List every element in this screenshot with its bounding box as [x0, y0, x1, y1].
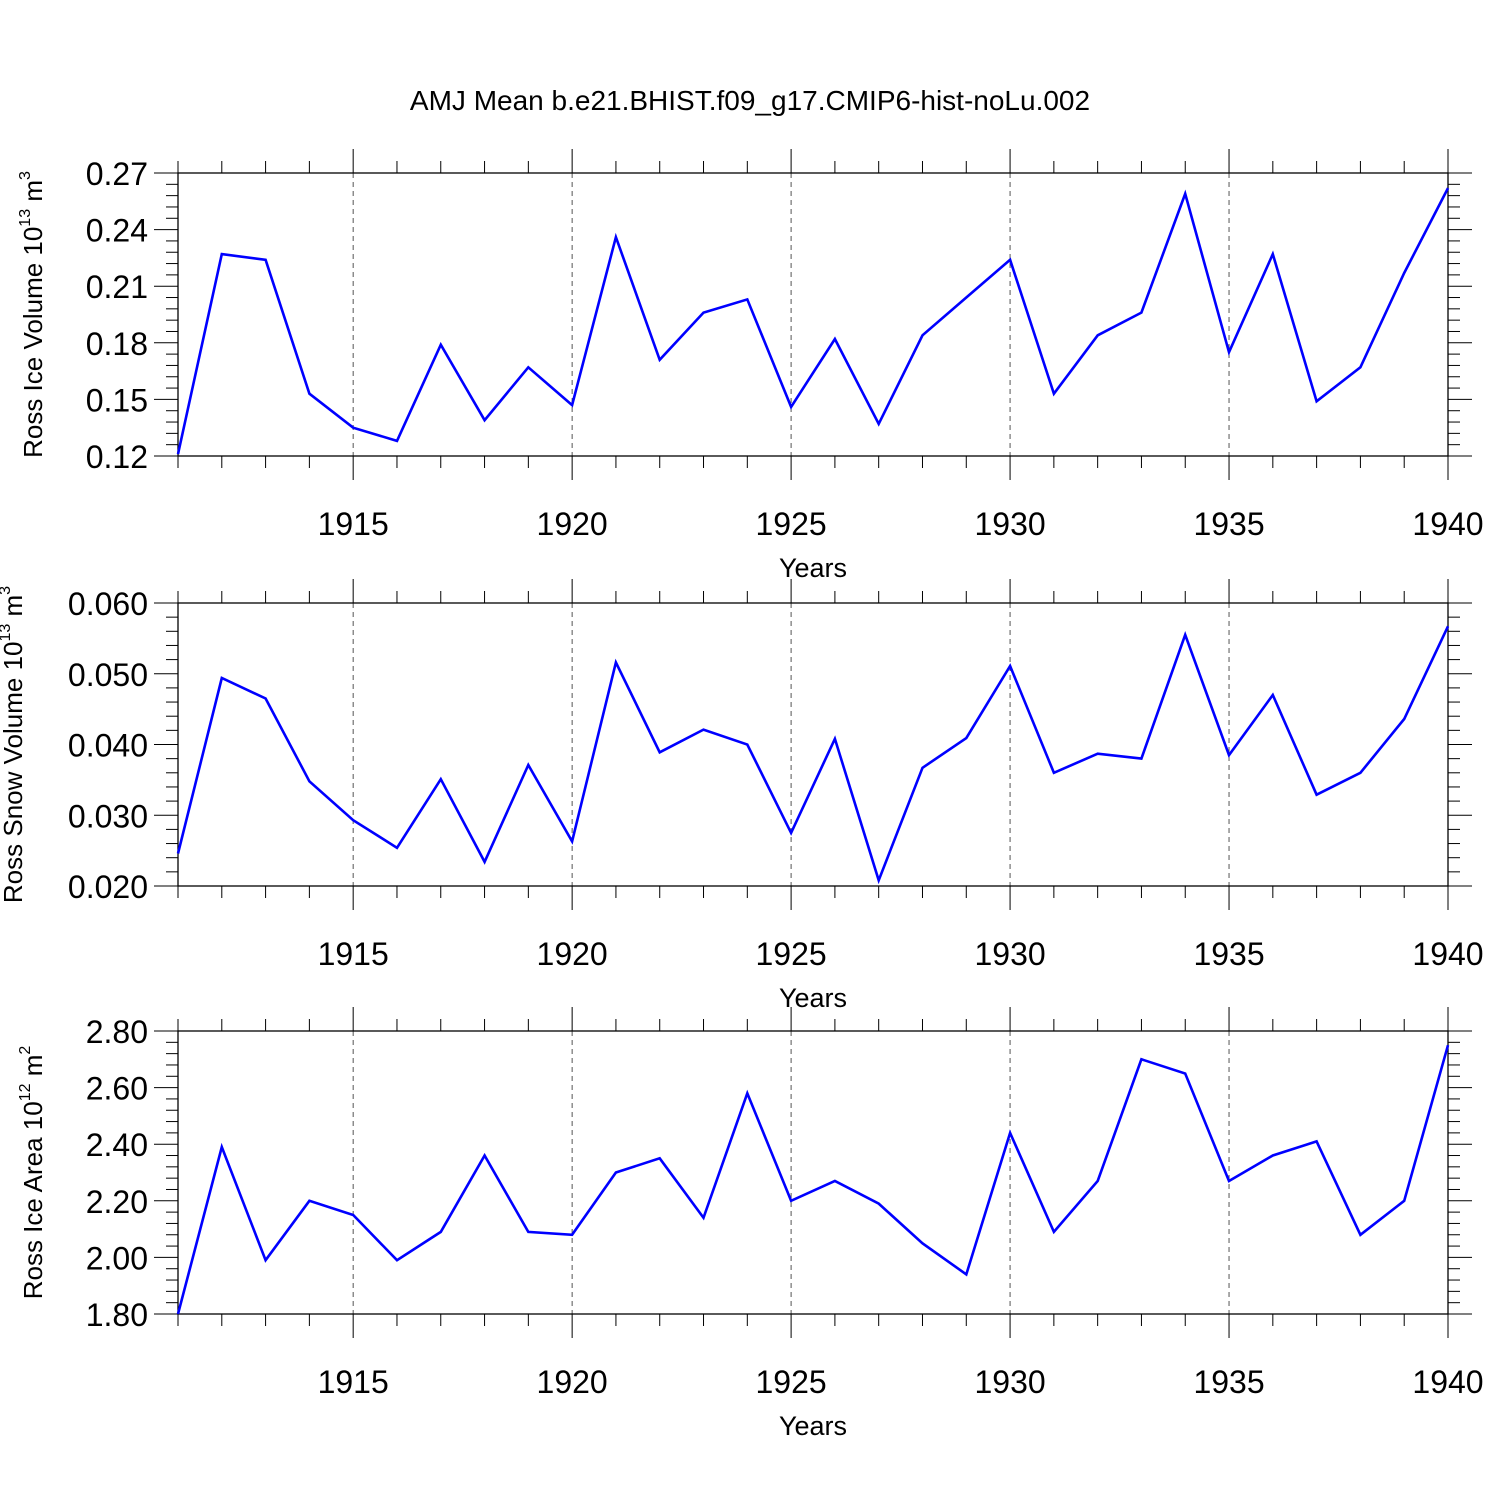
x-tick-label: 1925 — [756, 1364, 827, 1400]
y-tick-label: 2.40 — [86, 1127, 148, 1163]
x-tick-label: 1930 — [974, 1364, 1045, 1400]
y-tick-label: 2.80 — [86, 1014, 148, 1050]
y-tick-label: 0.060 — [68, 586, 148, 622]
x-axis-label: Years — [779, 983, 847, 1013]
chart-panel-2: 0.020 0.030 0.040 0.050 0.060 1915 1920 1925 193… — [0, 579, 1484, 1013]
y-axis-label-part: 12 — [17, 1083, 34, 1101]
y-tick-label: 0.27 — [86, 156, 148, 192]
x-tick-label: 1925 — [756, 506, 827, 542]
figure-title: AMJ Mean b.e21.BHIST.f09_g17.CMIP6-hist-… — [410, 85, 1090, 116]
x-tick-label: 1920 — [537, 1364, 608, 1400]
x-tick-label: 1915 — [318, 936, 389, 972]
y-tick-label: 0.030 — [68, 798, 148, 834]
y-axis-label-part: 13 — [17, 209, 34, 227]
y-tick-label: 2.60 — [86, 1071, 148, 1107]
y-tick-label: 0.050 — [68, 657, 148, 693]
chart-panel-1: 0.12 0.15 0.18 0.21 0.24 0.27 1915 1920 1925 1930… — [17, 149, 1484, 583]
y-tick-label: 1.80 — [86, 1297, 148, 1333]
x-tick-label: 1915 — [318, 506, 389, 542]
x-tick-label: 1920 — [537, 936, 608, 972]
x-tick-label: 1920 — [537, 506, 608, 542]
chart-panel-3: 1.80 2.00 2.20 2.40 2.60 2.80 1915 1920 1925 1930… — [17, 1007, 1484, 1441]
x-axis-label: Years — [779, 1411, 847, 1441]
y-axis-label-part: 2 — [17, 1046, 34, 1055]
y-axis-label-part: m — [18, 1055, 48, 1084]
plot-frame — [177, 172, 1449, 457]
series-line — [176, 1044, 1450, 1315]
y-tick-label: 0.040 — [68, 728, 148, 764]
x-tick-label: 1935 — [1193, 1364, 1264, 1400]
y-tick-label: 0.18 — [86, 326, 148, 362]
x-tick-label: 1940 — [1412, 1364, 1483, 1400]
y-axis-label-part: 13 — [0, 624, 14, 642]
x-tick-label: 1930 — [974, 936, 1045, 972]
x-tick-label: 1940 — [1412, 506, 1483, 542]
y-axis-label: Ross Ice Volume 1013 m3 — [17, 171, 48, 458]
x-tick-label: 1915 — [318, 1364, 389, 1400]
y-tick-label: 2.00 — [86, 1240, 148, 1276]
x-tick-label: 1930 — [974, 506, 1045, 542]
x-axis-label: Years — [779, 553, 847, 583]
y-tick-label: 0.020 — [68, 869, 148, 905]
y-tick-label: 0.24 — [86, 213, 148, 249]
y-axis-label-part: 3 — [0, 586, 14, 595]
y-axis-label-part: m — [18, 180, 48, 209]
plot-frame — [177, 602, 1449, 887]
y-axis-label-part: Ross Snow Volume 10 — [0, 642, 28, 904]
y-axis-label-part: 3 — [17, 171, 34, 180]
y-tick-label: 2.20 — [86, 1184, 148, 1220]
y-tick-label: 0.15 — [86, 382, 148, 418]
x-tick-label: 1925 — [756, 936, 827, 972]
x-tick-label: 1935 — [1193, 936, 1264, 972]
y-axis-label: Ross Ice Area 1012 m2 — [17, 1046, 48, 1300]
y-axis-label-part: Ross Ice Area 10 — [18, 1101, 48, 1299]
x-tick-label: 1940 — [1412, 936, 1483, 972]
y-tick-label: 0.21 — [86, 269, 148, 305]
series-line — [176, 625, 1450, 885]
y-axis-label-part: Ross Ice Volume 10 — [18, 227, 48, 458]
chart-panels: 0.12 0.15 0.18 0.21 0.24 0.27 1915 1920 1925 1930… — [0, 149, 1484, 1441]
x-tick-label: 1935 — [1193, 506, 1264, 542]
y-axis-label: Ross Snow Volume 1013 m3 — [0, 586, 28, 903]
y-axis-label-part: m — [0, 595, 28, 624]
plot-frame — [177, 1030, 1449, 1315]
y-tick-label: 0.12 — [86, 439, 148, 475]
series-line — [176, 187, 1450, 455]
